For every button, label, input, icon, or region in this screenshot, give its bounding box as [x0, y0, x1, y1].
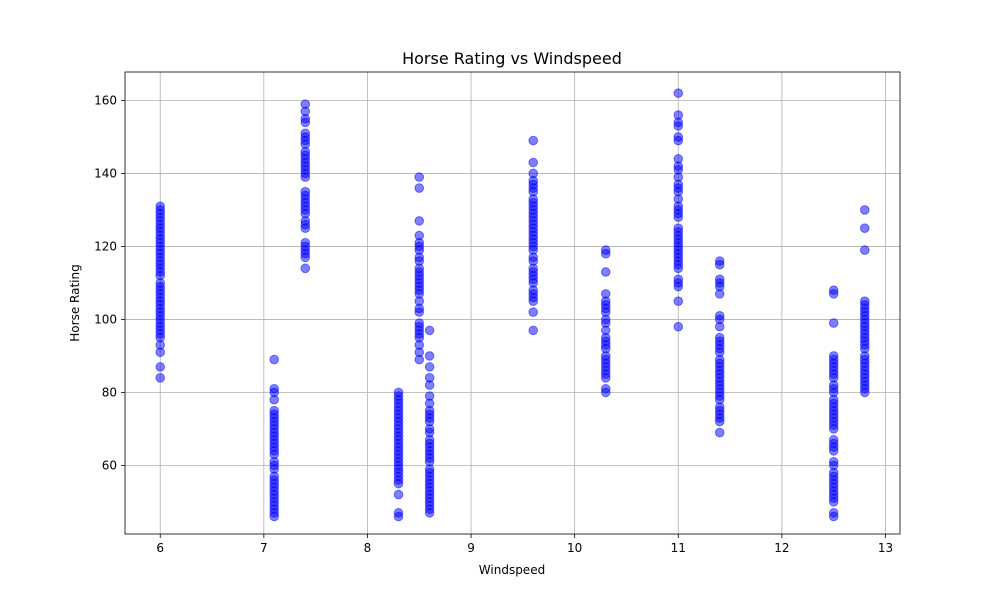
- data-point: [714, 321, 725, 332]
- data-point: [300, 223, 311, 233]
- data-point: [714, 427, 725, 438]
- data-point: [714, 289, 725, 299]
- data-point: [828, 289, 839, 299]
- data-point: [269, 511, 279, 522]
- data-point: [155, 373, 166, 383]
- data-point: [600, 373, 611, 383]
- data-point: [600, 267, 611, 277]
- data-point: [424, 508, 435, 518]
- data-point: [528, 296, 539, 306]
- data-points: [155, 88, 870, 522]
- data-point: [269, 354, 279, 365]
- data-point: [673, 263, 684, 274]
- data-point: [673, 281, 684, 292]
- y-tick-label: 60: [102, 458, 117, 472]
- data-point: [393, 489, 404, 500]
- data-point: [528, 307, 539, 317]
- data-point: [393, 478, 404, 489]
- data-point: [155, 347, 166, 358]
- data-point: [859, 245, 870, 255]
- data-point: [673, 212, 684, 223]
- data-point: [300, 252, 311, 263]
- x-tick-label: 9: [467, 541, 475, 555]
- data-point: [828, 318, 839, 328]
- data-point: [300, 263, 311, 274]
- y-tick-label: 80: [102, 385, 117, 399]
- data-point: [859, 205, 870, 215]
- y-tick-label: 160: [94, 93, 117, 107]
- data-point: [414, 307, 425, 317]
- data-point: [414, 216, 425, 226]
- data-point: [528, 135, 539, 146]
- data-point: [828, 497, 839, 507]
- data-point: [828, 511, 839, 522]
- y-tick-label: 100: [94, 312, 117, 326]
- x-tick-label: 6: [156, 541, 164, 555]
- data-point: [424, 362, 435, 372]
- data-point: [424, 325, 435, 336]
- x-axis-ticks: 6 7 8 9 10 11 12 13: [156, 534, 893, 555]
- data-point: [393, 511, 404, 522]
- y-axis-label: Horse Rating: [68, 264, 82, 341]
- data-point: [424, 380, 435, 390]
- data-point: [155, 362, 166, 372]
- data-point: [528, 325, 539, 336]
- data-point: [528, 157, 539, 168]
- data-point: [859, 223, 870, 233]
- data-point: [859, 387, 870, 398]
- data-point: [414, 172, 425, 182]
- data-point: [300, 117, 311, 128]
- data-point: [673, 135, 684, 146]
- data-point: [673, 121, 684, 131]
- plot-frame: [124, 71, 901, 535]
- y-tick-label: 120: [94, 239, 117, 253]
- chart-title: Horse Rating vs Windspeed: [402, 49, 622, 68]
- data-point: [269, 394, 279, 405]
- data-point: [673, 296, 684, 306]
- x-tick-label: 10: [567, 541, 582, 555]
- data-point: [600, 387, 611, 398]
- y-axis-ticks: 60 80 100 120 140 160: [94, 93, 125, 472]
- y-tick-label: 140: [94, 166, 117, 180]
- data-point: [300, 172, 311, 182]
- plot-area: 6 7 8 9 10 11 12 13 60 80 100 120 140 160: [94, 71, 901, 555]
- data-point: [714, 416, 725, 427]
- data-point: [828, 445, 839, 456]
- x-tick-label: 7: [260, 541, 268, 555]
- data-point: [673, 321, 684, 332]
- x-tick-label: 8: [364, 541, 372, 555]
- x-axis-label: Windspeed: [479, 563, 545, 577]
- data-point: [828, 424, 839, 434]
- data-point: [673, 88, 684, 98]
- data-point: [414, 183, 425, 193]
- data-point: [714, 259, 725, 270]
- data-point: [600, 248, 611, 259]
- x-tick-label: 12: [774, 541, 789, 555]
- x-tick-label: 13: [878, 541, 893, 555]
- data-point: [424, 351, 435, 361]
- x-tick-label: 11: [671, 541, 686, 555]
- data-point: [414, 354, 425, 365]
